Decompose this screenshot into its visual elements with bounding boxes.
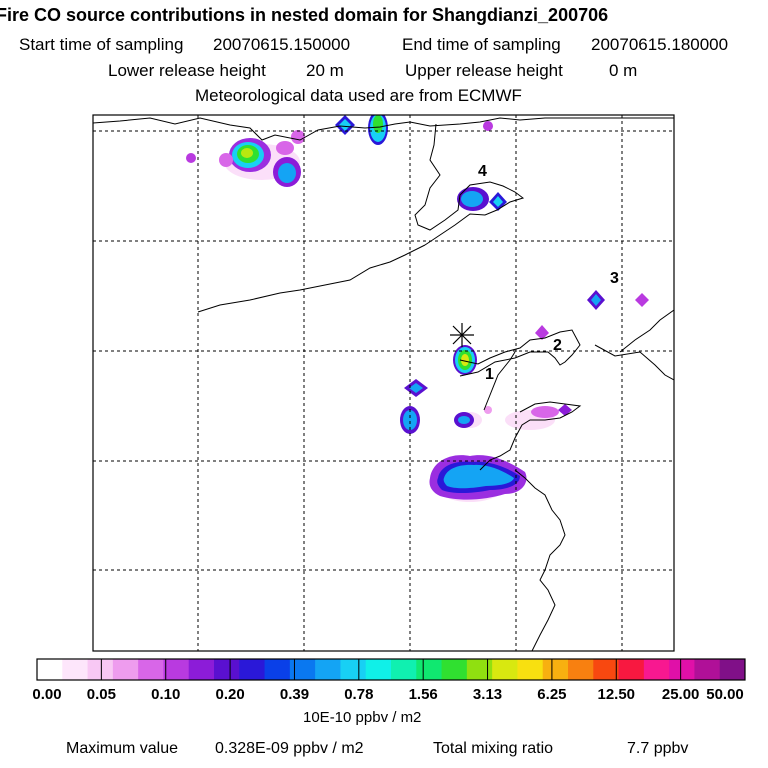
colorbar-cell xyxy=(542,659,569,680)
colorbar-cell xyxy=(568,659,594,680)
plume-site-3 xyxy=(587,290,649,310)
colorbar-cell xyxy=(669,659,695,680)
colorbar-label: 0.78 xyxy=(344,686,374,703)
colorbar-cell xyxy=(694,659,721,680)
colorbar-cell xyxy=(517,659,544,680)
colorbar-cell xyxy=(112,659,139,680)
colorbar-cell xyxy=(441,659,468,680)
colorbar-cell xyxy=(315,659,341,680)
colorbar-cell xyxy=(719,659,746,680)
colorbar-cell xyxy=(87,659,114,680)
upper-height-value: 0 m xyxy=(609,61,638,80)
colorbar-label: 0.10 xyxy=(151,686,181,703)
colorbar-label: 0.00 xyxy=(32,686,62,703)
colorbar-label: 0.20 xyxy=(215,686,245,703)
plume-northwest xyxy=(186,130,305,187)
end-time-value: 20070615.180000 xyxy=(591,35,729,54)
plume-north-edge xyxy=(335,115,493,145)
start-time-value: 20070615.150000 xyxy=(213,35,351,54)
colorbar-cell xyxy=(214,659,240,680)
colorbar-cell xyxy=(239,659,266,680)
colorbar-cell xyxy=(264,659,291,680)
max-value-label: Maximum value xyxy=(66,740,179,757)
colorbar-label: 0.05 xyxy=(86,686,116,703)
colorbar-label: 3.13 xyxy=(472,686,503,703)
start-time-label: Start time of sampling xyxy=(19,35,184,54)
station-marker-icon xyxy=(450,323,474,347)
colorbar-cell xyxy=(37,659,63,680)
end-time-label: End time of sampling xyxy=(402,35,561,54)
lower-height-value: 20 m xyxy=(306,61,344,80)
met-data-line: Meteorological data used are from ECMWF xyxy=(195,86,522,105)
colorbar-cell xyxy=(391,659,417,680)
colorbar-label: 6.25 xyxy=(537,686,567,703)
site-label-1: 1 xyxy=(485,366,494,383)
colorbar-frame xyxy=(36,658,746,681)
total-mixing-label: Total mixing ratio xyxy=(433,740,554,757)
colorbar-units: 10E-10 ppbv / m2 xyxy=(303,709,422,726)
map-frame xyxy=(92,114,675,652)
graticule xyxy=(93,115,674,651)
plume-site-1 xyxy=(453,345,477,375)
plume-south xyxy=(429,455,527,500)
site-label-3: 3 xyxy=(610,270,619,287)
colorbar-cell xyxy=(466,659,493,680)
colorbar-cell xyxy=(618,659,645,680)
lower-height-label: Lower release height xyxy=(108,61,266,80)
site-label-2: 2 xyxy=(553,337,562,354)
plume-central xyxy=(400,379,572,434)
colorbar-cell xyxy=(643,659,670,680)
colorbar-cell xyxy=(163,659,190,680)
colorbar-cell xyxy=(492,659,518,680)
colorbar-label: 12.50 xyxy=(597,686,636,703)
colorbar-cell xyxy=(416,659,443,680)
colorbar-label: 0.39 xyxy=(279,686,310,703)
colorbar-cell xyxy=(289,659,316,680)
plot-title: Fire CO source contributions in nested d… xyxy=(0,5,609,25)
max-value: 0.328E-09 ppbv / m2 xyxy=(215,740,364,757)
colorbar-cell xyxy=(593,659,620,680)
colorbar-cell xyxy=(188,659,215,680)
total-mixing-value: 7.7 ppbv xyxy=(627,740,689,757)
colorbar-cell xyxy=(62,659,89,680)
plume-site-2 xyxy=(535,325,549,340)
colorbar-label: 1.56 xyxy=(408,686,438,703)
coastline xyxy=(93,117,674,651)
colorbar-label: 50.00 xyxy=(706,686,744,703)
upper-height-label: Upper release height xyxy=(405,61,563,80)
colorbar-cell xyxy=(340,659,367,680)
colorbar-label: 25.00 xyxy=(661,686,700,703)
colorbar-cell xyxy=(138,659,164,680)
colorbar-cell xyxy=(365,659,392,680)
site-label-4: 4 xyxy=(478,163,487,180)
